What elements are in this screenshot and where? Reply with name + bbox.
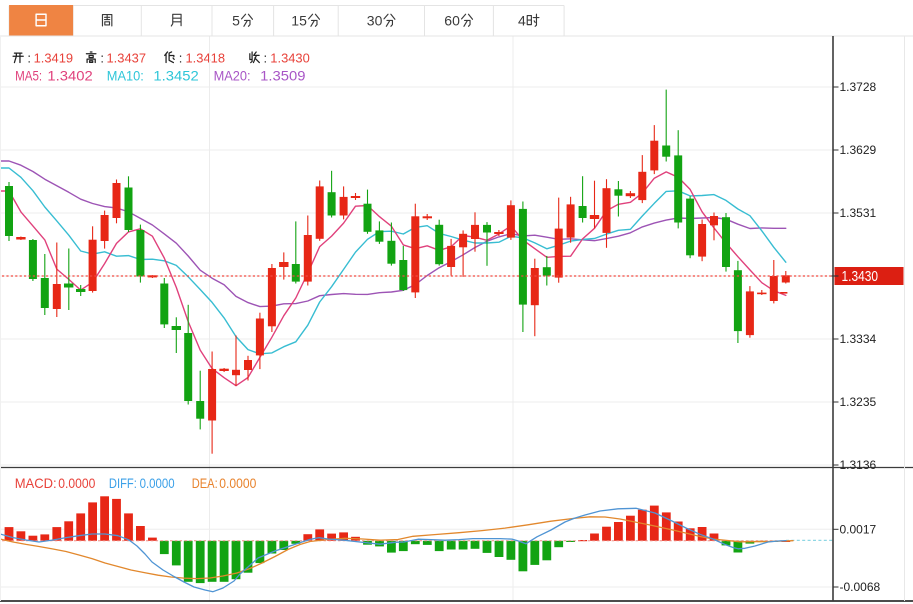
svg-text:1.3509: 1.3509 xyxy=(260,69,305,84)
svg-text::: : xyxy=(179,50,183,65)
svg-text:0.0000: 0.0000 xyxy=(140,475,175,491)
svg-text::: : xyxy=(100,50,104,65)
svg-text:0.0017: 0.0017 xyxy=(840,522,877,536)
svg-text:1.3629: 1.3629 xyxy=(840,143,877,157)
svg-text:1.3402: 1.3402 xyxy=(47,69,92,84)
svg-text::: : xyxy=(27,50,31,65)
svg-text:1.3418: 1.3418 xyxy=(186,50,226,65)
svg-text:0.0000: 0.0000 xyxy=(219,475,256,491)
svg-text:-0.0068: -0.0068 xyxy=(840,580,881,594)
svg-text:MA20:: MA20: xyxy=(214,69,251,84)
svg-text:15: 15 xyxy=(291,13,307,29)
svg-text:1.3430: 1.3430 xyxy=(842,269,879,285)
svg-text:DIFF:: DIFF: xyxy=(109,475,137,491)
svg-text:1.3452: 1.3452 xyxy=(153,69,198,84)
svg-text:30: 30 xyxy=(367,13,383,29)
svg-text:1.3334: 1.3334 xyxy=(840,332,877,346)
svg-text:1.3235: 1.3235 xyxy=(840,395,877,409)
svg-text:MA5:: MA5: xyxy=(15,69,42,84)
svg-text:DEA:: DEA: xyxy=(192,475,218,491)
svg-text:1.3437: 1.3437 xyxy=(107,50,147,65)
svg-text:MACD:: MACD: xyxy=(15,475,57,491)
svg-text:5: 5 xyxy=(232,13,240,29)
svg-text:1.3430: 1.3430 xyxy=(270,50,310,65)
svg-text:MA10:: MA10: xyxy=(107,69,144,84)
svg-text:1.3136: 1.3136 xyxy=(840,458,877,472)
svg-text::: : xyxy=(264,50,268,65)
svg-text:4: 4 xyxy=(518,13,526,29)
svg-text:1.3728: 1.3728 xyxy=(840,80,877,94)
svg-text:60: 60 xyxy=(444,13,460,29)
svg-text:0.0000: 0.0000 xyxy=(58,475,95,491)
svg-text:1.3531: 1.3531 xyxy=(840,206,877,220)
svg-text:1.3419: 1.3419 xyxy=(34,50,74,65)
